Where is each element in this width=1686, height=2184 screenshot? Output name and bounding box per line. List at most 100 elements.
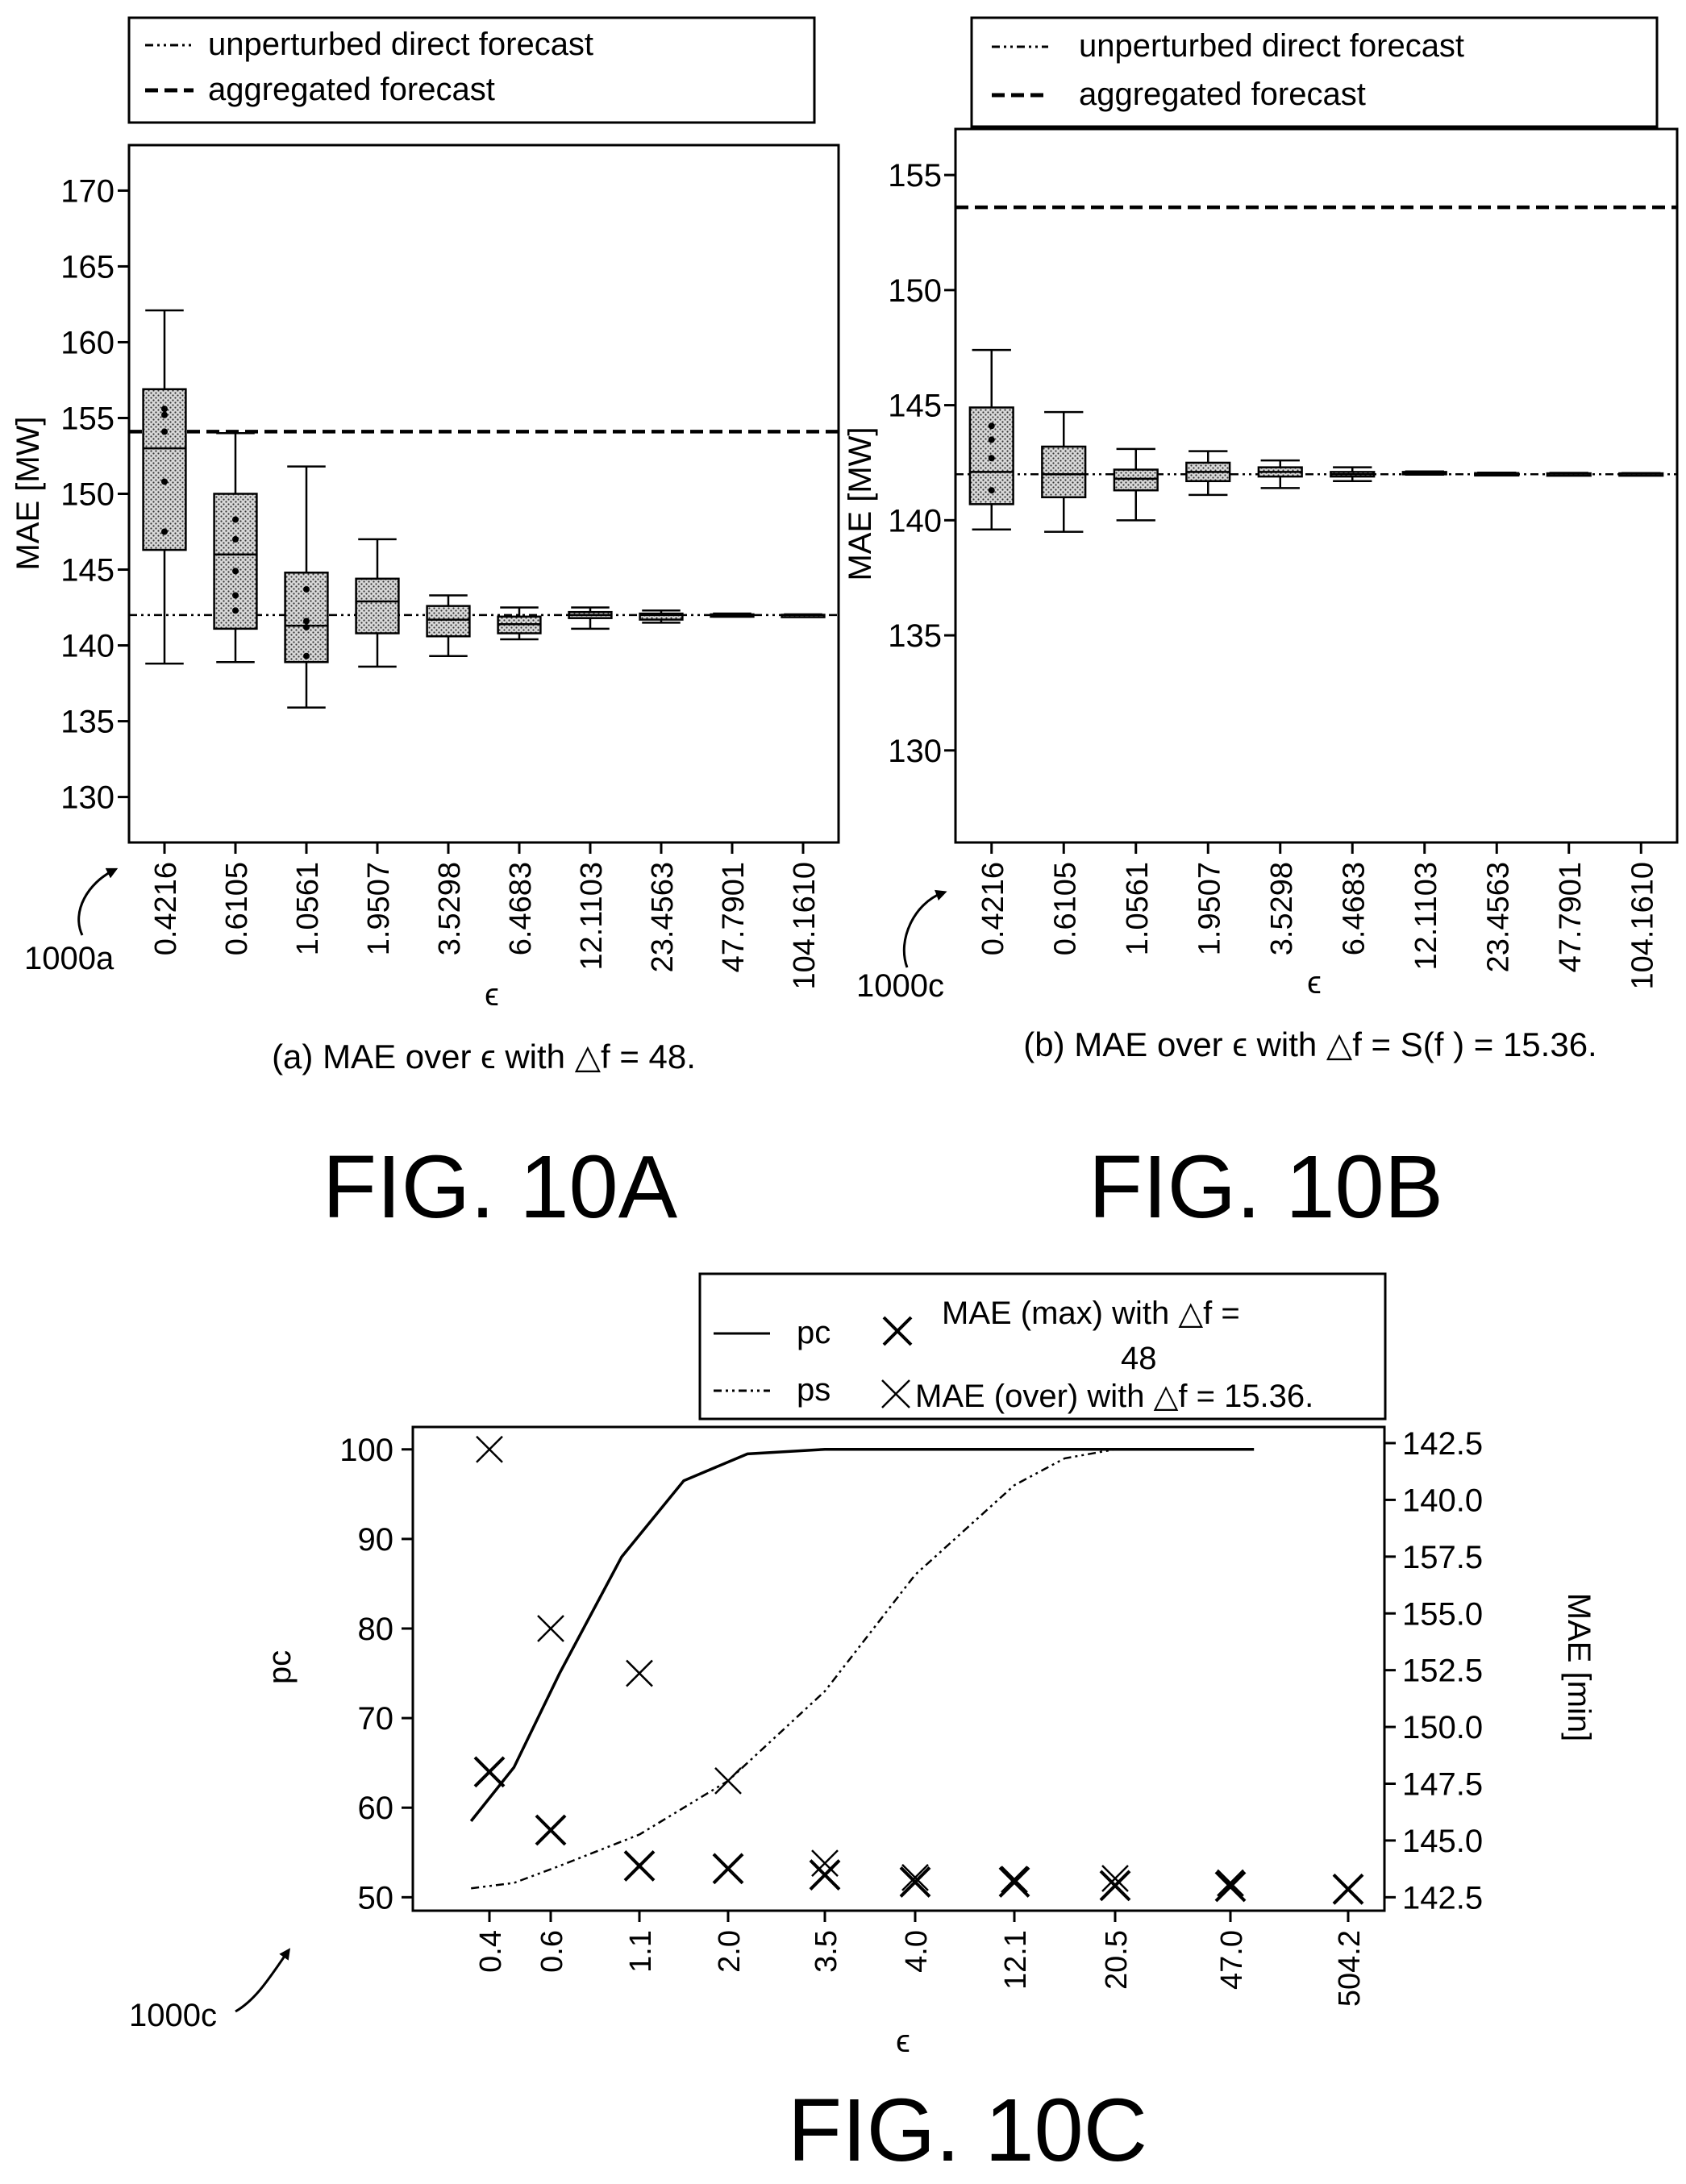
- figure-10c: pc ps MAE (max) with △f = 48 MAE (over) …: [129, 1272, 1596, 2180]
- x-tick-label-b: 0.6105: [1048, 862, 1082, 955]
- mae-over-marker: [811, 1849, 839, 1877]
- y2-tick-label-c: 147.5: [1402, 1767, 1483, 1803]
- y-tick-label-a: 135: [60, 705, 114, 740]
- mae-max-marker: [1099, 1870, 1131, 1902]
- box-body: [639, 612, 684, 621]
- box-a-2: [284, 465, 329, 709]
- ref-1000c-c: 1000c: [129, 1998, 217, 2033]
- legend-c-mae-max-1: MAE (max) with △f =: [942, 1296, 1240, 1331]
- x-tick-label-a: 12.1103: [575, 862, 609, 971]
- box-body: [355, 577, 400, 634]
- mae-max-marker: [1332, 1873, 1364, 1905]
- y-tick-label-a: 170: [60, 173, 114, 209]
- marker-stroke: [473, 1756, 506, 1788]
- marker-stroke: [1099, 1870, 1131, 1902]
- data-point: [161, 528, 168, 535]
- marker-stroke: [899, 1866, 931, 1898]
- x-tick-label-b: 1.9507: [1193, 862, 1226, 955]
- marker-stroke: [901, 1864, 929, 1891]
- x-tick-label-c: 3.5: [810, 1930, 843, 1973]
- y-axis-label-c: pc: [262, 1650, 298, 1684]
- box-body: [284, 572, 329, 664]
- marker-stroke: [623, 1850, 656, 1882]
- x-tick-label-a: 0.6105: [220, 862, 254, 955]
- legend-b-unperturbed: unperturbed direct forecast: [1079, 28, 1464, 64]
- box-b-2: [1113, 447, 1159, 522]
- box-a-8: [710, 612, 755, 618]
- data-point: [161, 428, 168, 435]
- mae-max-marker: [998, 1866, 1030, 1898]
- data-point: [988, 436, 995, 443]
- plot-frame-b: [954, 127, 1679, 844]
- box-body: [213, 493, 258, 630]
- x-tick-label-b: 3.5298: [1265, 862, 1299, 955]
- x-tick-label-b: 1.0561: [1121, 862, 1155, 955]
- marker-stroke: [626, 1659, 653, 1687]
- marker-stroke: [712, 1853, 744, 1885]
- y-tick-label-b: 130: [888, 734, 942, 769]
- x-axis-label-b: ϵ: [1307, 965, 1322, 1000]
- mae-max-marker: [712, 1853, 744, 1885]
- mae-max-marker: [1214, 1870, 1247, 1903]
- y-tick-label-a: 145: [60, 553, 114, 589]
- box-body: [426, 605, 471, 638]
- box-b-5: [1330, 466, 1376, 483]
- y2-tick-label-c: 142.5: [1402, 1426, 1483, 1462]
- y-tick-label-a: 140: [60, 629, 114, 664]
- ref-1000a: 1000a: [24, 941, 114, 976]
- mae-max-marker: [899, 1866, 931, 1898]
- marker-stroke: [1217, 1869, 1244, 1897]
- marker-stroke: [1001, 1866, 1028, 1893]
- legend-a: unperturbed direct forecast aggregated f…: [127, 16, 816, 124]
- x-tick-label-a: 23.4563: [646, 862, 680, 972]
- x-tick-label-b: 47.7901: [1554, 862, 1588, 972]
- data-point: [232, 535, 239, 543]
- y-tick-label-a: 130: [60, 780, 114, 816]
- mae-max-marker: [473, 1756, 506, 1788]
- mae-max-marker: [623, 1850, 656, 1882]
- figure-label-10b: FIG. 10B: [1089, 1138, 1443, 1237]
- figure-label-10a: FIG. 10A: [323, 1138, 678, 1237]
- box-a-3: [355, 538, 400, 668]
- y2-tick-label-c: 142.5: [1402, 1880, 1483, 1916]
- y-tick-label-b: 145: [888, 389, 942, 424]
- y-tick-label-c: 50: [358, 1880, 394, 1916]
- mae-over-marker: [537, 1615, 564, 1642]
- x-tick-label-b: 104.1610: [1626, 862, 1659, 990]
- marker-stroke: [537, 1615, 564, 1642]
- x-tick-label-c: 2.0: [713, 1930, 747, 1973]
- mae-over-marker: [901, 1864, 929, 1891]
- x-axis-label-c: ϵ: [896, 2024, 910, 2059]
- legend-a-unperturbed: unperturbed direct forecast: [208, 27, 593, 62]
- box-b-4: [1257, 459, 1303, 489]
- legend-c-ps: ps: [797, 1372, 831, 1408]
- legend-c-mae-over: MAE (over) with △f = 15.36.: [915, 1379, 1313, 1414]
- x-tick-label-c: 504.2: [1333, 1930, 1367, 2007]
- ref-arrow-a: [77, 867, 119, 936]
- legend-c-pc: pc: [797, 1315, 831, 1350]
- x-tick-label-a: 6.4683: [504, 862, 538, 955]
- y-tick-label-c: 100: [339, 1433, 393, 1468]
- data-point: [303, 585, 310, 593]
- x-tick-label-b: 23.4563: [1481, 862, 1515, 972]
- x-tick-label-c: 0.4: [474, 1930, 508, 1973]
- y2-axis-label-c: MAE [min]: [1561, 1593, 1596, 1741]
- box-b-9: [1618, 472, 1664, 477]
- x-tick-label-a: 3.5298: [433, 862, 467, 955]
- figure-10a: unperturbed direct forecast aggregated f…: [10, 16, 840, 1237]
- y-tick-label-a: 160: [60, 325, 114, 360]
- x-tick-label-a: 1.0561: [291, 862, 325, 955]
- x-tick-label-c: 47.0: [1215, 1930, 1249, 1990]
- data-point: [232, 607, 239, 614]
- box-a-0: [142, 309, 187, 665]
- data-point: [161, 406, 168, 413]
- mae-max-marker: [809, 1859, 841, 1891]
- x-tick-label-a: 47.7901: [717, 862, 751, 972]
- caption-a: (a) MAE over ϵ with △f = 48.: [272, 1038, 696, 1075]
- mae-over-marker: [1101, 1865, 1129, 1892]
- box-plot-b: [955, 205, 1677, 533]
- y-tick-label-b: 150: [888, 273, 942, 309]
- marker-stroke: [476, 1435, 503, 1463]
- y-axis-label-a: MAE [MW]: [10, 416, 46, 570]
